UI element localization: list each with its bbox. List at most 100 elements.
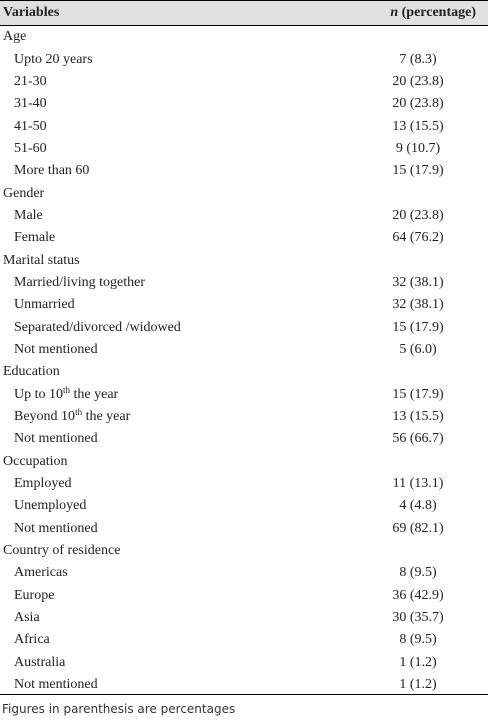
row-label-text: Country of residence: [3, 543, 121, 559]
row-value: 56 (66.7): [392, 431, 444, 447]
row-label-text: Married/living together: [14, 274, 146, 290]
table-header: Variables n (percentage): [0, 0, 488, 26]
row-label-text: Asia: [14, 610, 40, 626]
row-label-text: More than 60: [14, 163, 90, 179]
row-label-suffix: the year: [70, 386, 119, 402]
table-row: Female 64 (76.2): [0, 227, 488, 249]
row-label: Europe: [14, 588, 54, 604]
row-label: Married/living together: [14, 275, 145, 291]
row-label: Employed: [14, 476, 72, 492]
percentage-label: (percentage): [401, 5, 476, 20]
row-label: Male: [14, 208, 43, 224]
row-label-text: 31-40: [14, 96, 47, 112]
table-row: Up to 10th the year 15 (17.9): [0, 384, 488, 406]
row-value: 4 (4.8): [399, 498, 437, 514]
table-footnote: Figures in parenthesis are percentages: [2, 702, 236, 716]
category-label: Gender: [3, 186, 44, 202]
row-label-suffix: the year: [82, 409, 131, 425]
table-row: Not mentioned 5 (6.0): [0, 339, 488, 361]
row-value: 8 (9.5): [399, 632, 437, 648]
count-percentage-header: n (percentage): [390, 5, 476, 21]
table-bottom-rule: [0, 694, 488, 695]
demographics-table: Variables n (percentage) Age Upto 20 year…: [0, 0, 488, 696]
row-value: 69 (82.1): [392, 520, 444, 536]
row-value: 15 (17.9): [392, 386, 444, 402]
category-label: Marital status: [3, 253, 80, 269]
category-label: Country of residence: [3, 543, 120, 559]
row-label: Asia: [14, 610, 40, 626]
row-label: Americas: [14, 565, 68, 581]
row-label: Up to 10th the year: [14, 384, 119, 403]
row-value: 20 (23.8): [392, 73, 444, 89]
row-value: 64 (76.2): [392, 230, 444, 246]
table-row: Employed 11 (13.1): [0, 473, 488, 495]
table-row: More than 60 15 (17.9): [0, 160, 488, 182]
table-row: Upto 20 years 7 (8.3): [0, 48, 488, 70]
row-value: 30 (35.7): [392, 610, 444, 626]
table-row: Beyond 10th the year 13 (15.5): [0, 406, 488, 428]
row-label-text: Education: [3, 364, 60, 380]
row-label-text: Europe: [14, 587, 55, 603]
row-label-text: Female: [14, 230, 56, 246]
table-row: Male 20 (23.8): [0, 205, 488, 227]
table-row: 51-60 9 (10.7): [0, 138, 488, 160]
row-value: 5 (6.0): [399, 341, 437, 357]
row-value: 9 (10.7): [395, 140, 441, 156]
row-label: 41-50: [14, 119, 47, 135]
row-value: 13 (15.5): [392, 409, 444, 425]
row-value: 1 (1.2): [399, 677, 437, 693]
row-value: 1 (1.2): [399, 654, 437, 670]
row-label-text: Gender: [3, 185, 45, 201]
row-value: 32 (38.1): [392, 297, 444, 313]
row-label: More than 60: [14, 163, 89, 179]
row-label-text: Americas: [14, 565, 68, 581]
row-label-text: 51-60: [14, 140, 47, 156]
row-value: 7 (8.3): [399, 51, 437, 67]
row-value: 11 (13.1): [392, 476, 444, 492]
table-row: Australia 1 (1.2): [0, 652, 488, 674]
table-row: Africa 8 (9.5): [0, 629, 488, 651]
category-row: Age: [0, 26, 488, 48]
row-label: Beyond 10th the year: [14, 407, 131, 425]
ordinal-superscript: th: [75, 407, 83, 418]
row-label-text: Up to 10: [14, 386, 63, 402]
row-value: 32 (38.1): [392, 274, 444, 290]
category-row: Education: [0, 361, 488, 383]
row-label: 21-30: [14, 74, 47, 90]
category-label: Occupation: [3, 454, 68, 470]
row-value: 8 (9.5): [399, 565, 437, 581]
row-label: Australia: [14, 655, 65, 671]
row-label: Separated/divorced /widowed: [14, 320, 181, 336]
row-value: 20 (23.8): [392, 207, 444, 223]
table-row: 41-50 13 (15.5): [0, 115, 488, 137]
table-row: Americas 8 (9.5): [0, 562, 488, 584]
row-label-text: Africa: [14, 632, 50, 648]
ordinal-superscript: th: [63, 384, 71, 395]
row-label-text: Not mentioned: [14, 677, 98, 693]
table-row: Asia 30 (35.7): [0, 607, 488, 629]
row-label-text: Unemployed: [14, 498, 87, 514]
category-label: Education: [3, 364, 60, 380]
row-label: 31-40: [14, 96, 47, 112]
row-label: Not mentioned: [14, 342, 98, 358]
row-label: Not mentioned: [14, 431, 98, 447]
row-value: 36 (42.9): [392, 587, 444, 603]
category-row: Marital status: [0, 249, 488, 271]
row-label-text: 21-30: [14, 73, 47, 89]
table-row: Unemployed 4 (4.8): [0, 495, 488, 517]
variables-header: Variables: [3, 5, 60, 20]
row-label: 51-60: [14, 141, 47, 157]
table-row: Married/living together 32 (38.1): [0, 272, 488, 294]
row-label-text: Occupation: [3, 453, 68, 469]
category-row: Gender: [0, 182, 488, 204]
row-label-text: Marital status: [3, 252, 80, 268]
table-row: Not mentioned 1 (1.2): [0, 674, 488, 696]
table-row: Europe 36 (42.9): [0, 585, 488, 607]
row-label: Unemployed: [14, 498, 86, 514]
row-value: 15 (17.9): [392, 319, 444, 335]
row-label-text: Not mentioned: [14, 431, 98, 447]
table-row: Not mentioned 69 (82.1): [0, 518, 488, 540]
row-label: Female: [14, 230, 55, 246]
table-row: Separated/divorced /widowed 15 (17.9): [0, 316, 488, 338]
row-label: Not mentioned: [14, 677, 98, 693]
